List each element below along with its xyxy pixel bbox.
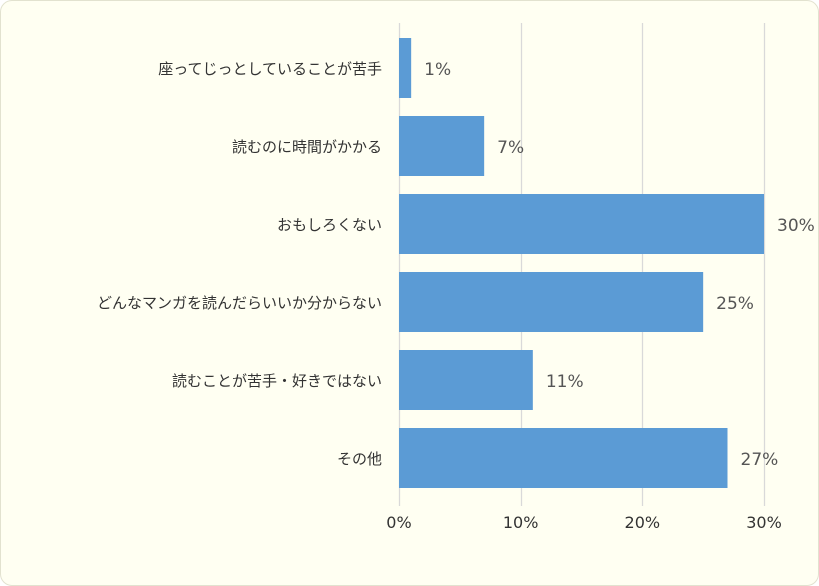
category-label-4: どんなマンガを読んだらいいか分からない [97, 294, 382, 312]
bar-1 [399, 38, 412, 98]
category-label-3: おもしろくない [277, 216, 382, 234]
data-label-4: 25% [716, 294, 754, 314]
data-label-1: 1% [424, 60, 451, 80]
grid-lines [398, 23, 766, 506]
category-label-1: 座ってじっとしていることが苦手 [158, 60, 382, 78]
bar-4 [399, 272, 704, 332]
bar-3 [399, 194, 764, 254]
x-tick-label-0: 0% [386, 513, 411, 532]
labels: 0% 10% 20% 30% 座ってじっとしていることが苦手 1% 読むのに時間がかかる 7%… [97, 60, 815, 532]
data-label-2: 7% [497, 138, 524, 158]
data-label-6: 27% [741, 450, 779, 470]
x-tick-label-20: 20% [625, 513, 661, 532]
x-tick-label-30: 30% [746, 513, 782, 532]
category-label-2: 読むのに時間がかかる [232, 138, 382, 156]
bar-5 [399, 350, 533, 410]
bar-6 [399, 428, 728, 488]
data-label-3: 30% [777, 216, 815, 236]
bars [399, 38, 764, 488]
category-label-5: 読むことが苦手・好きではない [172, 372, 382, 390]
data-label-5: 11% [546, 372, 584, 392]
x-tick-label-10: 10% [503, 513, 539, 532]
bar-2 [399, 116, 485, 176]
category-label-6: その他 [337, 450, 382, 468]
